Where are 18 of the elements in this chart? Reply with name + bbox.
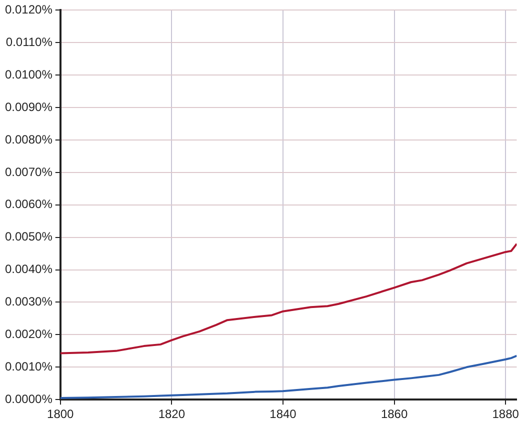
x-tick-label: 1820 (158, 407, 186, 422)
y-tick-label: 0.0000% (5, 392, 53, 406)
y-tick-label: 0.0120% (5, 2, 53, 17)
y-tick-label: 0.0060% (5, 197, 53, 212)
y-tick-label: 0.0030% (5, 294, 53, 309)
y-tick-label: 0.0070% (5, 164, 53, 179)
y-tick-label: 0.0100% (5, 67, 53, 82)
x-tick-label: 1840 (270, 407, 297, 422)
y-tick-label: 0.0050% (5, 230, 53, 244)
y-tick-label: 0.0020% (5, 327, 53, 342)
y-tick-label: 0.0040% (5, 262, 53, 276)
y-tick-label: 0.0090% (5, 100, 53, 114)
y-tick-label: 0.0080% (5, 132, 53, 146)
y-tick-label: 0.0010% (5, 359, 53, 374)
x-tick-label: 1860 (380, 407, 408, 422)
x-tick-label: 1880 (492, 407, 520, 422)
y-tick-label: 0.0110% (6, 34, 53, 49)
x-tick-label: 1800 (47, 407, 74, 422)
